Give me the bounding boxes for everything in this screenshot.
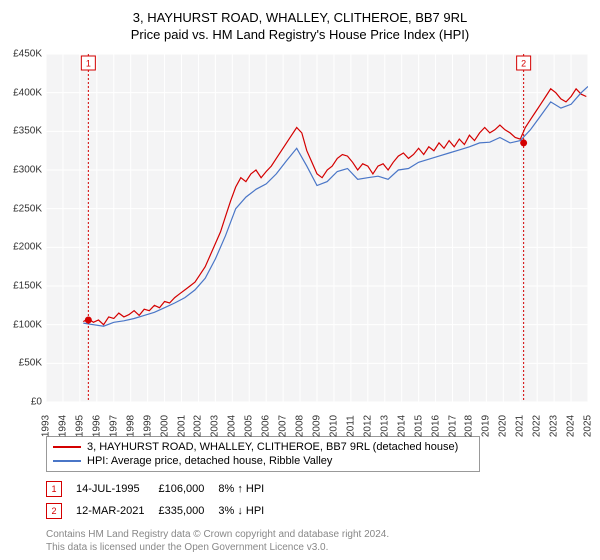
sale-delta: 3% ↓ HPI — [218, 500, 278, 522]
x-tick-label: 1996 — [91, 415, 102, 437]
x-tick-label: 2025 — [583, 415, 594, 437]
x-axis-labels: 1993199419951996199719981999200020012002… — [46, 404, 588, 430]
x-tick-label: 2005 — [244, 415, 255, 437]
x-tick-label: 2017 — [447, 415, 458, 437]
y-tick-label: £400K — [13, 87, 42, 98]
x-tick-label: 1999 — [142, 415, 153, 437]
x-tick-label: 2011 — [345, 415, 356, 437]
x-tick-label: 2019 — [481, 415, 492, 437]
y-tick-label: £450K — [13, 49, 42, 60]
sale-marker: 2 — [46, 503, 62, 519]
y-tick-label: £300K — [13, 165, 42, 176]
svg-text:1: 1 — [86, 58, 91, 68]
x-tick-label: 2010 — [328, 415, 339, 437]
legend-label: 3, HAYHURST ROAD, WHALLEY, CLITHEROE, BB… — [87, 441, 458, 453]
legend-row: HPI: Average price, detached house, Ribb… — [53, 454, 473, 468]
sales-table: 1 14-JUL-1995£106,0008% ↑ HPI 2 12-MAR-2021… — [46, 478, 278, 522]
x-tick-label: 1993 — [41, 415, 52, 437]
sale-price: £106,000 — [158, 478, 218, 500]
title-address: 3, HAYHURST ROAD, WHALLEY, CLITHEROE, BB… — [8, 10, 592, 25]
y-tick-label: £100K — [13, 319, 42, 330]
sale-row: 2 12-MAR-2021£335,0003% ↓ HPI — [46, 500, 278, 522]
x-tick-label: 2013 — [379, 415, 390, 437]
x-tick-label: 1997 — [108, 415, 119, 437]
x-tick-label: 2007 — [278, 415, 289, 437]
svg-text:2: 2 — [521, 58, 526, 68]
legend-swatch — [53, 446, 81, 448]
y-tick-label: £350K — [13, 126, 42, 137]
y-tick-label: £50K — [19, 358, 42, 369]
y-tick-label: £250K — [13, 203, 42, 214]
x-tick-label: 2002 — [193, 415, 204, 437]
x-tick-label: 2023 — [549, 415, 560, 437]
sale-date: 14-JUL-1995 — [76, 478, 158, 500]
x-tick-label: 2009 — [312, 415, 323, 437]
x-tick-label: 2001 — [176, 415, 187, 437]
x-tick-label: 2018 — [464, 415, 475, 437]
y-tick-label: £150K — [13, 281, 42, 292]
x-tick-label: 1998 — [125, 415, 136, 437]
legend-row: 3, HAYHURST ROAD, WHALLEY, CLITHEROE, BB… — [53, 440, 473, 454]
x-tick-label: 2015 — [413, 415, 424, 437]
y-tick-label: £0 — [31, 397, 42, 408]
x-tick-label: 2014 — [396, 415, 407, 437]
sale-delta: 8% ↑ HPI — [218, 478, 278, 500]
title-subtitle: Price paid vs. HM Land Registry's House … — [8, 27, 592, 42]
x-tick-label: 2022 — [532, 415, 543, 437]
legend: 3, HAYHURST ROAD, WHALLEY, CLITHEROE, BB… — [46, 436, 480, 472]
sale-date: 12-MAR-2021 — [76, 500, 158, 522]
footer-line2: This data is licensed under the Open Gov… — [46, 541, 592, 554]
x-tick-label: 2016 — [430, 415, 441, 437]
x-tick-label: 2003 — [210, 415, 221, 437]
x-tick-label: 2012 — [362, 415, 373, 437]
x-tick-label: 2000 — [159, 415, 170, 437]
legend-swatch — [53, 460, 81, 462]
x-tick-label: 1994 — [57, 415, 68, 437]
footer-attribution: Contains HM Land Registry data © Crown c… — [46, 528, 592, 554]
x-tick-label: 2006 — [261, 415, 272, 437]
x-tick-label: 2024 — [566, 415, 577, 437]
chart: £0 £50K £100K £150K £200K £250K £300K £350K £400… — [8, 50, 592, 430]
legend-label: HPI: Average price, detached house, Ribb… — [87, 455, 332, 467]
x-tick-label: 2021 — [515, 415, 526, 437]
y-axis-labels: £0£50K£100K£150K£200K£250K£300K£350K£400… — [8, 54, 44, 402]
plot-area: 12 — [46, 54, 588, 402]
x-tick-label: 2008 — [295, 415, 306, 437]
sale-marker: 1 — [46, 481, 62, 497]
x-tick-label: 2020 — [498, 415, 509, 437]
y-tick-label: £200K — [13, 242, 42, 253]
x-tick-label: 2004 — [227, 415, 238, 437]
x-tick-label: 1995 — [74, 415, 85, 437]
chart-titles: 3, HAYHURST ROAD, WHALLEY, CLITHEROE, BB… — [8, 10, 592, 42]
sale-price: £335,000 — [158, 500, 218, 522]
footer-line1: Contains HM Land Registry data © Crown c… — [46, 528, 592, 541]
sale-row: 1 14-JUL-1995£106,0008% ↑ HPI — [46, 478, 278, 500]
